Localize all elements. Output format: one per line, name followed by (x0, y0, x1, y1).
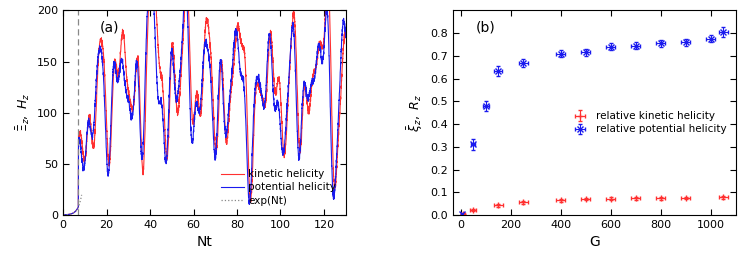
exp(Nt) (70, 211, 79, 214)
exp(Nt) (70, 211, 79, 214)
Y-axis label: $\bar{\xi}_{z},\ R_{z}$: $\bar{\xi}_{z},\ R_{z}$ (406, 94, 425, 132)
Text: (b): (b) (476, 21, 496, 35)
Legend: kinetic helicity, potential helicity, exp(Nt): kinetic helicity, potential helicity, ex… (217, 165, 340, 210)
potential helicity (341, 35, 350, 38)
exp(Nt) (76, 201, 85, 204)
potential helicity (305, 89, 314, 92)
X-axis label: G: G (589, 235, 600, 249)
Line: exp(Nt): exp(Nt) (63, 195, 82, 215)
kinetic helicity (336, 102, 345, 105)
Y-axis label: $\bar{\Xi}_{z},\ H_{z}$: $\bar{\Xi}_{z},\ H_{z}$ (14, 93, 32, 132)
potential helicity (179, 7, 188, 10)
exp(Nt) (59, 213, 68, 216)
X-axis label: Nt: Nt (196, 235, 212, 249)
kinetic helicity (59, 213, 68, 217)
Line: potential helicity: potential helicity (63, 0, 345, 215)
potential helicity (167, 48, 176, 51)
potential helicity (91, 97, 100, 100)
kinetic helicity (341, 32, 350, 35)
kinetic helicity (179, 26, 188, 29)
exp(Nt) (77, 193, 86, 196)
exp(Nt) (74, 204, 83, 207)
exp(Nt) (70, 211, 79, 214)
Legend: relative kinetic helicity, relative potential helicity: relative kinetic helicity, relative pote… (565, 107, 730, 139)
potential helicity (336, 71, 345, 74)
kinetic helicity (108, 106, 117, 109)
kinetic helicity (91, 124, 100, 127)
Line: kinetic helicity: kinetic helicity (63, 0, 345, 215)
exp(Nt) (59, 213, 68, 216)
kinetic helicity (167, 53, 176, 56)
kinetic helicity (305, 104, 314, 107)
potential helicity (108, 86, 117, 89)
potential helicity (59, 213, 68, 217)
Text: (a): (a) (100, 21, 120, 35)
